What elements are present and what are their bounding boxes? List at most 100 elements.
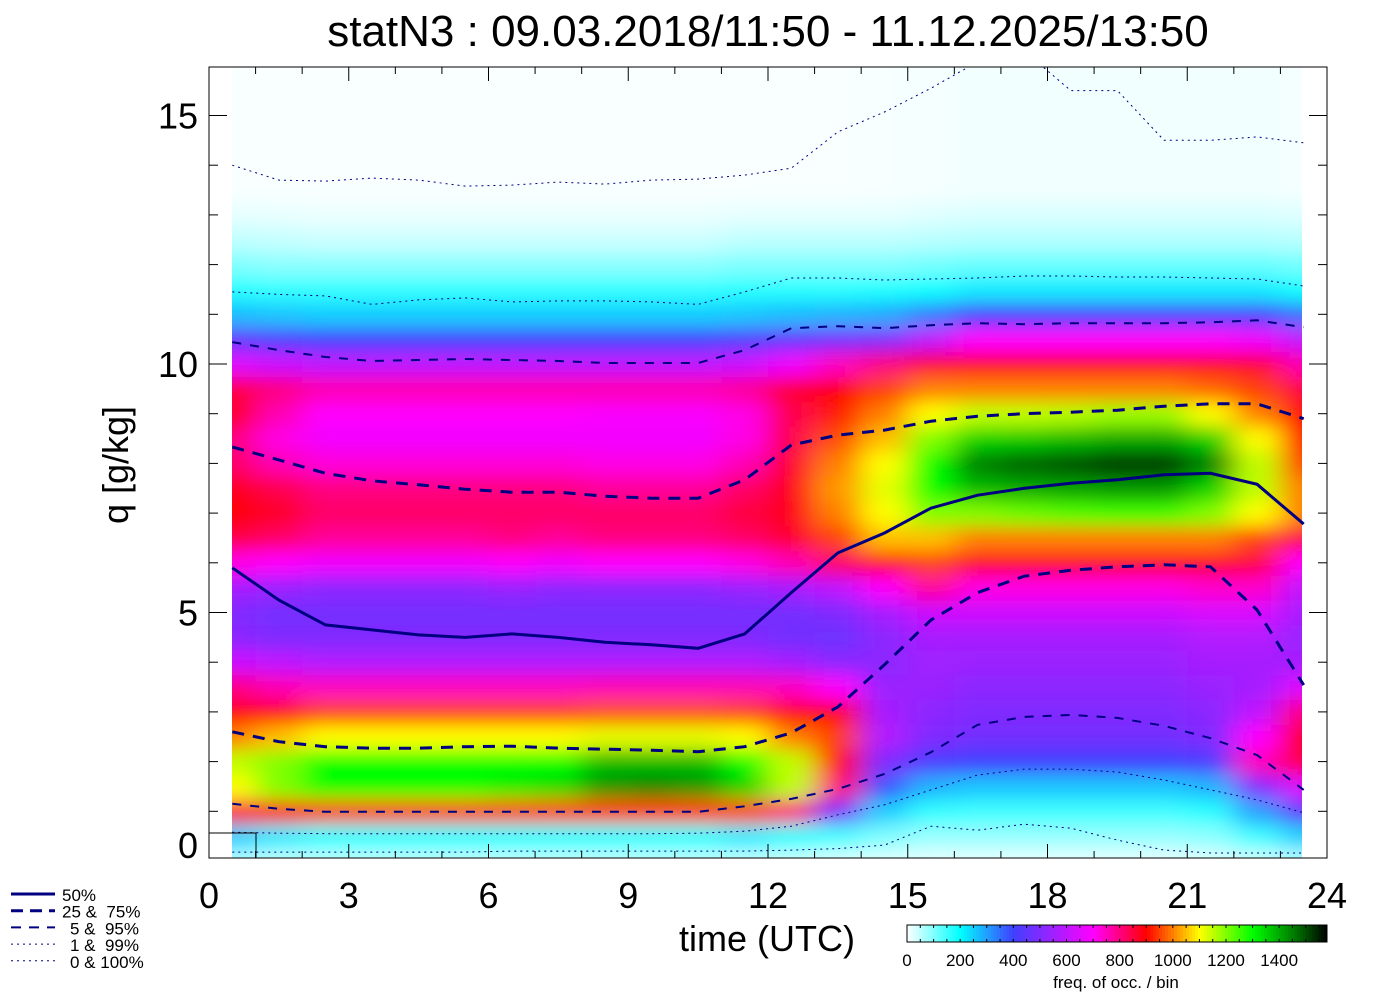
heatmap-cell <box>1280 749 1302 775</box>
heatmap-cell <box>768 67 816 203</box>
heatmap-cell <box>674 724 722 750</box>
colorbar-swatch <box>1171 925 1175 942</box>
heatmap-cell <box>1233 724 1281 750</box>
heatmap-cell <box>348 823 396 850</box>
heatmap-cell <box>441 227 490 253</box>
heatmap-cell <box>302 749 350 775</box>
heatmap-cell <box>395 500 443 527</box>
heatmap-cell <box>628 426 676 452</box>
heatmap-cell <box>255 525 303 551</box>
heatmap-cell <box>721 475 769 502</box>
heatmap-cell <box>628 202 676 228</box>
heatmap-cell <box>1280 202 1302 228</box>
heatmap-cell <box>232 525 257 551</box>
heatmap-cell <box>232 475 257 502</box>
heatmap-cell <box>628 848 676 858</box>
heatmap-cell <box>535 277 583 303</box>
colorbar-swatch <box>1261 925 1265 942</box>
colorbar-swatch <box>1198 925 1202 942</box>
colorbar-swatch <box>922 925 926 942</box>
heatmap-cell <box>1233 326 1281 353</box>
heatmap-cell <box>814 326 862 353</box>
colorbar-swatch <box>1279 925 1283 942</box>
heatmap-cell <box>907 848 955 858</box>
heatmap-cell <box>674 823 722 850</box>
colorbar-swatch <box>973 925 977 942</box>
heatmap-cell <box>232 252 257 278</box>
heatmap-cell <box>1233 426 1281 452</box>
heatmap-cell <box>441 252 490 278</box>
heatmap-cell <box>907 823 955 850</box>
colorbar-swatch <box>1036 925 1040 942</box>
colorbar-tick-label: 200 <box>946 951 974 970</box>
heatmap-cell <box>1187 227 1235 253</box>
heatmap-cell <box>1233 848 1281 858</box>
heatmap-cell <box>581 426 629 452</box>
colorbar-swatch <box>1285 925 1289 942</box>
heatmap-cell <box>1187 376 1235 402</box>
colorbar-swatch <box>1207 925 1211 942</box>
heatmap-cell <box>535 575 583 601</box>
colorbar-swatch <box>928 925 932 942</box>
heatmap-cell <box>395 624 443 651</box>
heatmap-cell <box>814 699 862 725</box>
heatmap-cell <box>954 624 1002 651</box>
x-axis-label: time (UTC) <box>679 918 855 959</box>
colorbar-tick-label: 0 <box>902 951 911 970</box>
heatmap-cell <box>441 674 490 701</box>
heatmap-cell <box>395 301 443 328</box>
heatmap-cell <box>1000 724 1049 750</box>
heatmap-cell <box>581 674 629 701</box>
colorbar-swatch <box>949 925 953 942</box>
legend-label: 5 & 95% <box>70 919 139 938</box>
heatmap-cell <box>302 401 350 427</box>
heatmap-cell <box>861 252 909 278</box>
heatmap-cell <box>814 451 862 477</box>
heatmap-cell <box>1233 674 1281 701</box>
colorbar-tick-label: 800 <box>1105 951 1133 970</box>
heatmap-cell <box>721 600 769 626</box>
heatmap-cell <box>255 376 303 402</box>
heatmap-cell <box>255 674 303 701</box>
heatmap-cell <box>488 376 536 402</box>
heatmap-cell <box>674 600 722 626</box>
heatmap-cell <box>348 376 396 402</box>
y-axis-label: q [g/kg] <box>95 406 136 524</box>
heatmap-cell <box>1000 376 1049 402</box>
colorbar-swatch <box>1288 925 1292 942</box>
colorbar-swatch <box>1276 925 1280 942</box>
heatmap-cell <box>1094 227 1142 253</box>
heatmap-cell <box>441 848 490 858</box>
heatmap-cell <box>488 252 536 278</box>
heatmap-cell <box>232 500 257 527</box>
heatmap-cell <box>674 550 722 576</box>
heatmap-cell <box>232 426 257 452</box>
heatmap-cell <box>1140 798 1188 825</box>
heatmap-cell <box>861 227 909 253</box>
colorbar-swatch <box>1039 925 1043 942</box>
heatmap-cell <box>535 749 583 775</box>
heatmap-cell <box>907 376 955 402</box>
heatmap-cell <box>814 351 862 377</box>
heatmap-cell <box>954 848 1002 858</box>
heatmap-cell <box>1187 277 1235 303</box>
colorbar-swatch <box>994 925 998 942</box>
heatmap-cell <box>1187 749 1235 775</box>
heatmap-cell <box>721 550 769 576</box>
heatmap-cell <box>581 699 629 725</box>
heatmap-cell <box>488 326 536 353</box>
heatmap-cell <box>441 351 490 377</box>
heatmap-cell <box>907 624 955 651</box>
colorbar-swatch <box>1123 925 1127 942</box>
heatmap-cell <box>861 326 909 353</box>
heatmap-cell <box>302 674 350 701</box>
heatmap-cell <box>907 475 955 502</box>
heatmap-cell <box>302 600 350 626</box>
heatmap-cell <box>581 252 629 278</box>
heatmap-cell <box>302 426 350 452</box>
heatmap-cell <box>535 525 583 551</box>
heatmap-cell <box>488 749 536 775</box>
heatmap-cell <box>255 624 303 651</box>
heatmap-cell <box>302 475 350 502</box>
colorbar-swatch <box>1042 925 1046 942</box>
